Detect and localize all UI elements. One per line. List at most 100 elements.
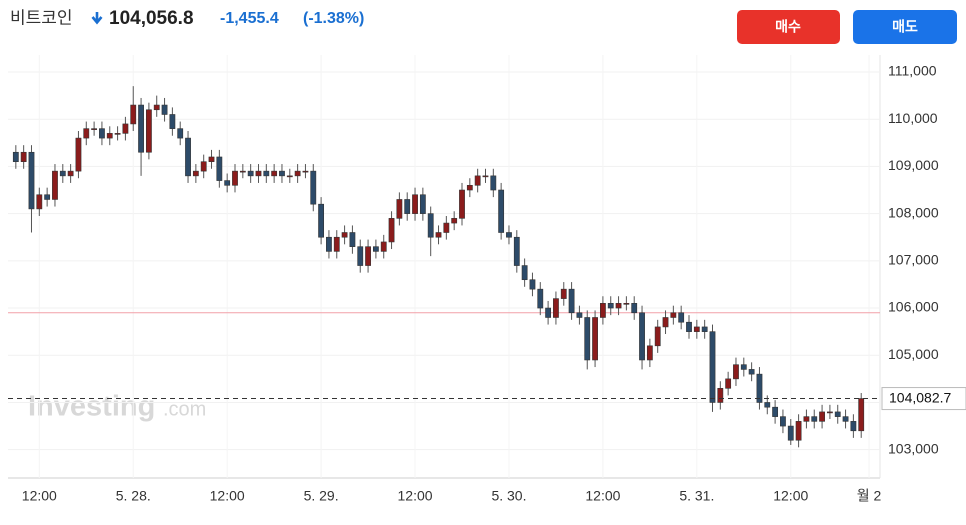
candle-body (498, 189, 505, 233)
candle-body (506, 232, 512, 238)
candle-body (357, 246, 364, 266)
candle-body (177, 128, 184, 139)
candle-body (568, 288, 575, 314)
candle-body (427, 213, 434, 238)
candle-body (748, 369, 755, 375)
candle-body (584, 317, 591, 361)
candle-body (200, 161, 207, 172)
candle-body (20, 151, 27, 162)
candle-body (224, 180, 231, 186)
candle-body (318, 203, 325, 238)
candle-body (466, 184, 473, 191)
candle-body (811, 416, 818, 422)
candle-body (513, 236, 520, 266)
candle-body (341, 232, 348, 238)
candle-body (279, 170, 285, 177)
candle-body (435, 232, 442, 238)
candle-body (686, 321, 692, 332)
asset-name: 비트코인 (10, 8, 73, 27)
candle-body (232, 170, 238, 186)
candle-body (827, 411, 833, 414)
x-tick-label: 5. 28. (116, 488, 151, 504)
candle-body (130, 104, 137, 125)
candle-body (600, 303, 606, 318)
candle-body (271, 170, 278, 177)
candle-body (106, 133, 113, 139)
buy-label[interactable]: 매수 (775, 19, 801, 35)
y-tick-label: 109,000 (888, 157, 939, 173)
y-tick-label: 106,000 (888, 299, 939, 315)
change: -1,455.4 (220, 10, 279, 27)
candle-body (75, 137, 82, 172)
candle-body (740, 364, 747, 370)
candle-body (490, 175, 497, 191)
candle-body (59, 170, 66, 177)
candle-body (326, 236, 332, 252)
candle-body (756, 373, 763, 403)
y-tick-label: 108,000 (888, 204, 939, 220)
candle-body (631, 303, 638, 314)
candle-body (83, 128, 90, 139)
candle-body (670, 312, 677, 318)
candle-body (216, 156, 223, 181)
candle-body (615, 303, 622, 309)
candle-body (145, 109, 152, 153)
candle-body (709, 331, 716, 403)
candle-body (99, 128, 105, 139)
candle-body (701, 326, 708, 332)
candle-body (529, 279, 536, 290)
candle-body (294, 170, 301, 177)
change-pct: (-1.38%) (303, 10, 364, 27)
candle-body (717, 388, 724, 403)
x-tick-label: 12:00 (773, 488, 808, 504)
candle-body (764, 402, 771, 408)
candle-body (333, 236, 340, 252)
candle-body (592, 317, 598, 361)
candle-body (349, 232, 356, 247)
y-tick-label: 107,000 (888, 252, 939, 268)
y-tick-label: 111,000 (888, 63, 937, 79)
candle-body (842, 416, 849, 422)
candle-body (639, 312, 645, 361)
candle-body (302, 170, 309, 173)
x-tick-label: 5. 29. (304, 488, 339, 504)
candle-body (459, 189, 465, 219)
candle-body (834, 411, 841, 417)
candle-body (545, 307, 552, 318)
candle-body (451, 218, 458, 224)
candle-body (44, 194, 51, 200)
x-tick-label: 12:00 (22, 488, 57, 504)
candle-body (192, 170, 199, 177)
candle-body (576, 312, 583, 318)
candle-body (733, 364, 739, 380)
candle-body (419, 194, 426, 214)
x-tick-label: 12:00 (210, 488, 245, 504)
candle-body (725, 378, 732, 389)
candle-body (52, 170, 58, 200)
candle-body (138, 104, 144, 153)
sell-button[interactable] (853, 10, 957, 44)
sell-label[interactable]: 매도 (892, 19, 918, 35)
candle-body (365, 246, 371, 266)
candle-body (380, 241, 387, 252)
candle-body (553, 298, 559, 318)
candle-body (185, 137, 191, 177)
candle-body (208, 156, 215, 162)
candle-body (521, 265, 528, 281)
candle-body (239, 170, 246, 173)
candle-body (678, 312, 685, 323)
candle-body (263, 170, 270, 177)
candle-body (12, 151, 19, 162)
buy-button[interactable] (737, 10, 840, 44)
candle-body (474, 175, 481, 186)
last-price-box (881, 387, 966, 411)
candle-body (537, 288, 544, 309)
x-tick-label: 월 2 (857, 488, 882, 504)
candle-body (795, 421, 802, 441)
candle-body (67, 170, 74, 177)
candle-body (772, 406, 779, 417)
candle-body (482, 175, 489, 178)
candle-body (412, 194, 418, 214)
candle-body (388, 218, 395, 243)
